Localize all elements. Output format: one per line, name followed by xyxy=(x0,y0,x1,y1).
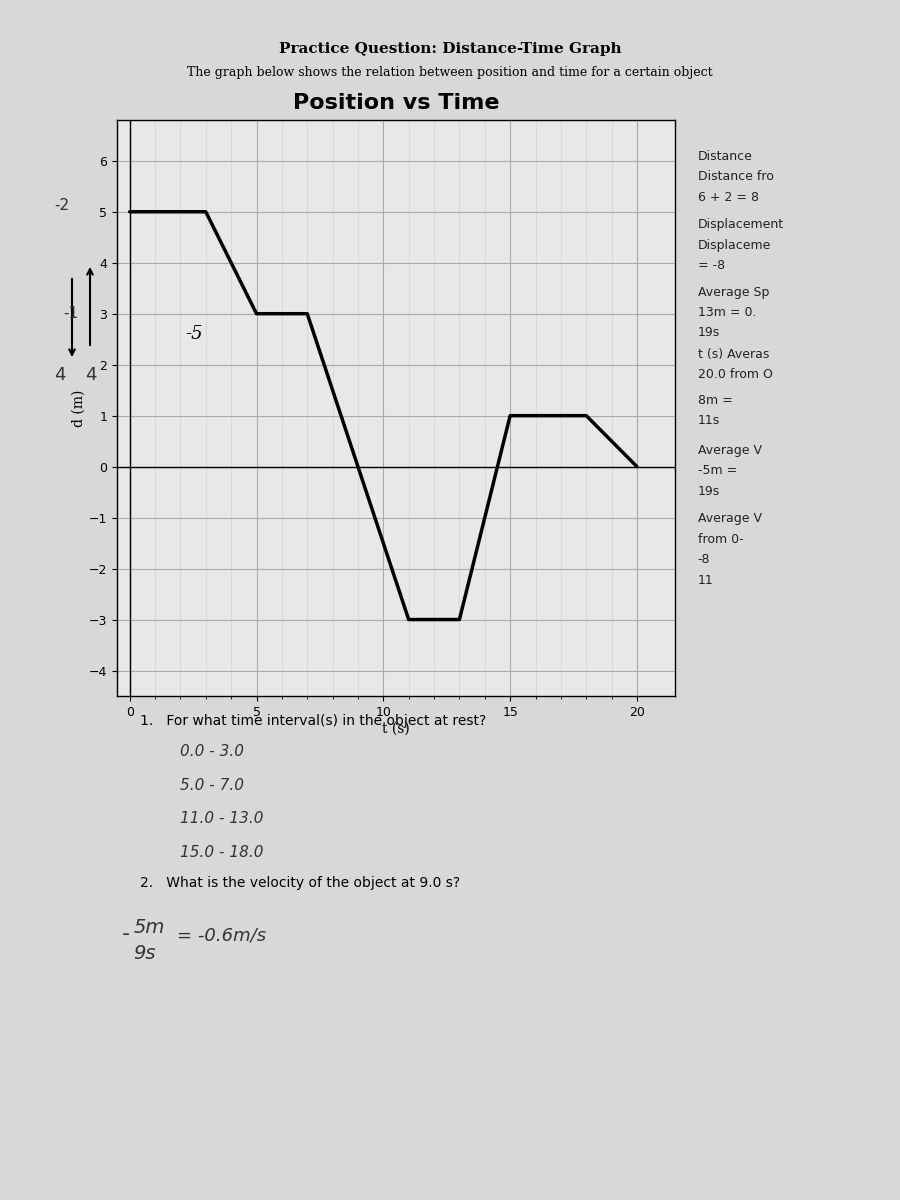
Text: 11.0 - 13.0: 11.0 - 13.0 xyxy=(180,811,264,826)
Y-axis label: d (m): d (m) xyxy=(72,389,86,427)
Text: 1.   For what time interval(s) in the object at rest?: 1. For what time interval(s) in the obje… xyxy=(140,714,486,728)
Text: -5m =: -5m = xyxy=(698,464,737,478)
Text: = -8: = -8 xyxy=(698,259,724,272)
Text: Practice Question: Distance-Time Graph: Practice Question: Distance-Time Graph xyxy=(279,42,621,56)
Text: -5: -5 xyxy=(185,325,203,343)
Text: 4: 4 xyxy=(86,366,97,384)
Text: Distance fro: Distance fro xyxy=(698,170,773,184)
Text: 2.   What is the velocity of the object at 9.0 s?: 2. What is the velocity of the object at… xyxy=(140,876,460,890)
Text: 15.0 - 18.0: 15.0 - 18.0 xyxy=(180,845,264,859)
Text: Average V: Average V xyxy=(698,444,761,457)
Text: = -0.6m/s: = -0.6m/s xyxy=(177,926,266,944)
Text: 11: 11 xyxy=(698,574,713,587)
Text: 19s: 19s xyxy=(698,326,720,340)
Text: 5.0 - 7.0: 5.0 - 7.0 xyxy=(180,778,244,792)
Text: -2: -2 xyxy=(54,198,69,214)
Text: -8: -8 xyxy=(698,553,710,566)
Text: 8m =: 8m = xyxy=(698,394,733,407)
Text: 20.0 from O: 20.0 from O xyxy=(698,368,772,382)
Text: 4: 4 xyxy=(54,366,66,384)
Text: Displaceme: Displaceme xyxy=(698,239,771,252)
Text: 13m = 0.: 13m = 0. xyxy=(698,306,756,319)
Text: Average V: Average V xyxy=(698,512,761,526)
Text: 6 + 2 = 8: 6 + 2 = 8 xyxy=(698,191,759,204)
Text: from 0-: from 0- xyxy=(698,533,743,546)
Title: Position vs Time: Position vs Time xyxy=(292,92,500,113)
Text: -: - xyxy=(122,924,130,944)
Text: 9s: 9s xyxy=(133,944,156,964)
Text: 11s: 11s xyxy=(698,414,720,427)
Text: 5m: 5m xyxy=(133,918,165,937)
Text: Distance: Distance xyxy=(698,150,752,163)
Text: The graph below shows the relation between position and time for a certain objec: The graph below shows the relation betwe… xyxy=(187,66,713,79)
Text: -1: -1 xyxy=(63,306,78,320)
Text: Average Sp: Average Sp xyxy=(698,286,769,299)
Text: t (s) Averas: t (s) Averas xyxy=(698,348,769,361)
X-axis label: t (s): t (s) xyxy=(382,721,410,736)
Text: 19s: 19s xyxy=(698,485,720,498)
Text: Displacement: Displacement xyxy=(698,218,784,232)
Text: 0.0 - 3.0: 0.0 - 3.0 xyxy=(180,744,244,758)
